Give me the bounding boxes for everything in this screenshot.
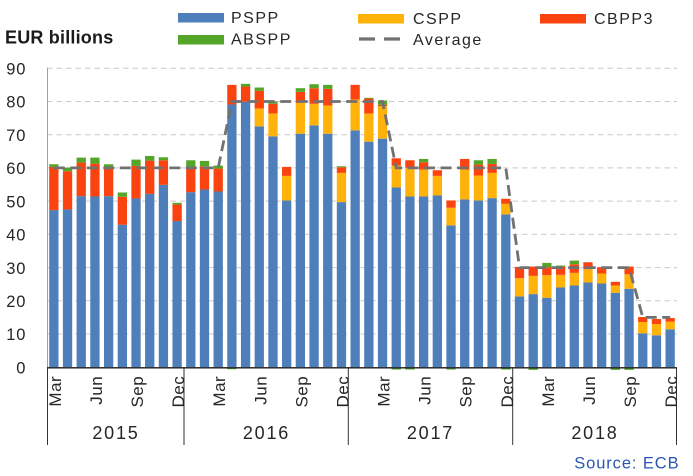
svg-text:Dec: Dec <box>334 376 353 408</box>
svg-text:Mar: Mar <box>210 376 229 407</box>
svg-text:Mar: Mar <box>375 376 394 407</box>
svg-text:Sep: Sep <box>457 376 476 408</box>
svg-text:ABSPP: ABSPP <box>231 32 292 49</box>
svg-text:Source: ECB: Source: ECB <box>574 455 679 473</box>
svg-text:Sep: Sep <box>621 376 640 408</box>
svg-text:Mar: Mar <box>539 376 558 407</box>
svg-text:Sep: Sep <box>128 376 147 408</box>
svg-text:Mar: Mar <box>46 376 65 407</box>
svg-text:80: 80 <box>6 94 26 112</box>
svg-text:30: 30 <box>6 260 26 278</box>
svg-text:Jun: Jun <box>87 376 106 405</box>
svg-text:Jun: Jun <box>580 376 599 405</box>
svg-text:Dec: Dec <box>662 376 681 408</box>
svg-text:Dec: Dec <box>169 376 188 408</box>
svg-text:10: 10 <box>6 326 26 344</box>
svg-text:EUR billions: EUR billions <box>5 28 113 48</box>
svg-text:Dec: Dec <box>498 376 517 408</box>
svg-text:20: 20 <box>6 293 26 311</box>
svg-text:CSPP: CSPP <box>413 11 463 28</box>
svg-text:Sep: Sep <box>292 376 311 408</box>
svg-text:40: 40 <box>6 227 26 245</box>
svg-text:Jun: Jun <box>251 376 270 405</box>
svg-text:90: 90 <box>6 61 26 79</box>
svg-text:2016: 2016 <box>243 423 290 443</box>
svg-text:2018: 2018 <box>571 423 618 443</box>
svg-text:2015: 2015 <box>92 423 139 443</box>
svg-text:0: 0 <box>16 359 26 377</box>
svg-text:Average: Average <box>413 32 483 49</box>
svg-text:70: 70 <box>6 127 26 145</box>
svg-text:CBPP3: CBPP3 <box>594 11 654 28</box>
svg-text:PSPP: PSPP <box>231 10 280 27</box>
svg-text:Jun: Jun <box>416 376 435 405</box>
svg-text:60: 60 <box>6 160 26 178</box>
svg-text:50: 50 <box>6 193 26 211</box>
svg-text:2017: 2017 <box>407 423 454 443</box>
